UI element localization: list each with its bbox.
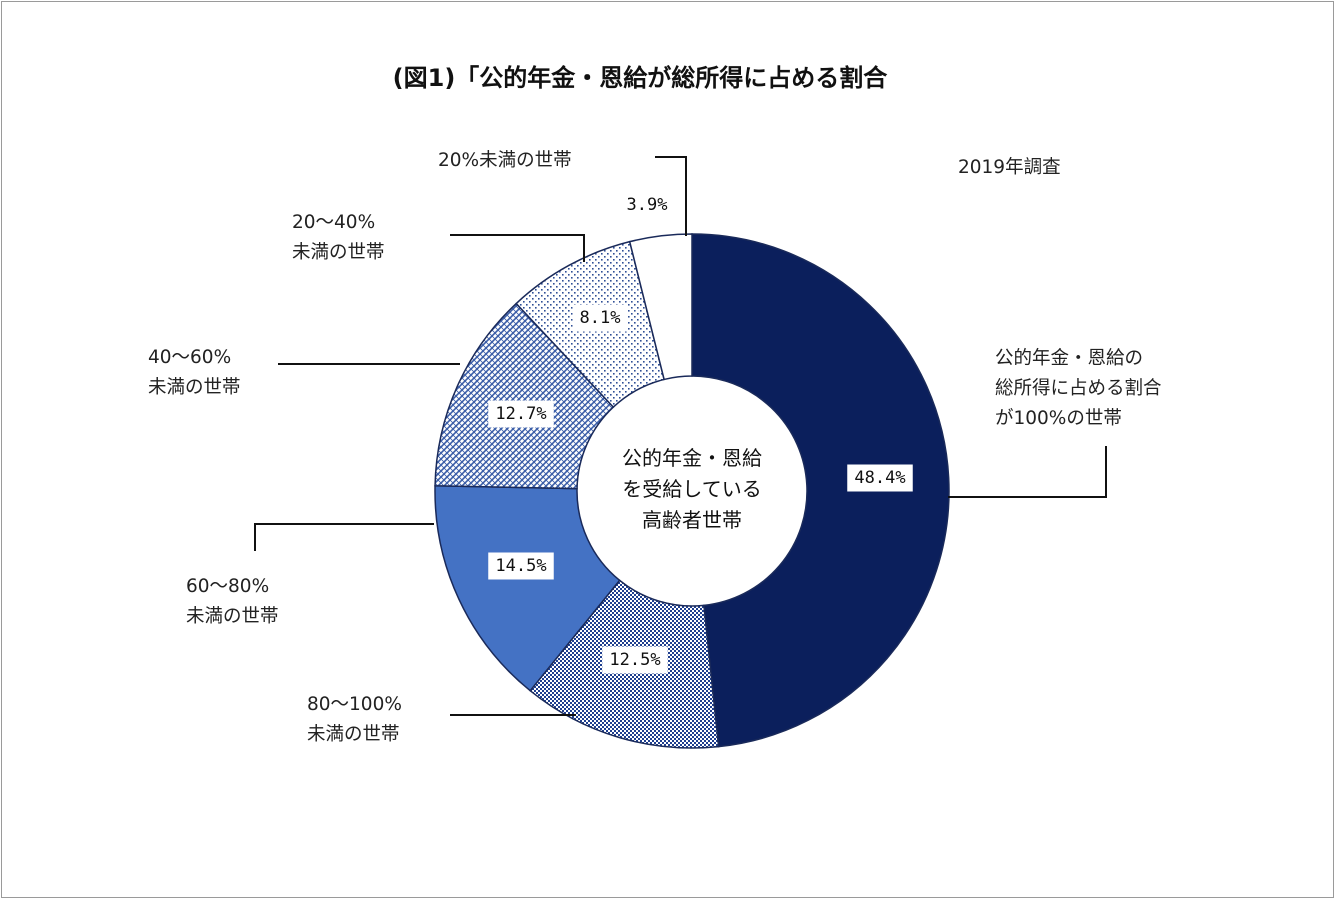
value-box	[572, 304, 628, 332]
value-box	[620, 192, 674, 218]
category-label-slice-under20: 20%未満の世帯	[438, 150, 572, 171]
center-label-line: を受給している	[622, 477, 761, 501]
value-label-slice-40-60: 12.7%	[488, 400, 554, 428]
value-text: 48.4%	[854, 468, 905, 488]
value-box	[602, 646, 668, 674]
value-box	[488, 552, 554, 580]
category-label-line: 未満の世帯	[307, 724, 400, 745]
value-label-slice-100: 48.4%	[847, 464, 913, 492]
value-label-slice-under20: 3.9%	[620, 192, 674, 218]
slice-40-60	[434, 302, 615, 490]
leader-line-60-80	[254, 523, 434, 551]
category-label-line: 20%未満の世帯	[438, 150, 572, 171]
value-box	[847, 464, 913, 492]
value-text: 8.1%	[580, 308, 621, 328]
slice-60-80	[434, 484, 621, 692]
category-label-line: 20～40%	[292, 212, 375, 233]
category-label-slice-20-40: 20～40% 未満の世帯	[292, 212, 385, 263]
category-label-line: 60～80%	[186, 576, 269, 597]
leader-line-under20	[655, 156, 687, 236]
leader-line-20-40	[450, 234, 585, 262]
value-text: 14.5%	[495, 556, 546, 576]
category-label-line: 総所得に占める割合	[995, 378, 1162, 399]
survey-year-note: 2019年調査	[958, 157, 1061, 178]
category-label-line: 未満の世帯	[148, 377, 241, 398]
value-box	[488, 400, 554, 428]
value-labels: 48.4% 12.5% 14.5% 12.7% 8.1% 3.9%	[488, 192, 913, 674]
category-label-slice-60-80: 60～80% 未満の世帯	[186, 576, 279, 627]
leader-lines	[254, 156, 1107, 716]
chart-title: (図1)「公的年金・恩給が総所得に占める割合	[393, 64, 889, 92]
value-label-slice-60-80: 14.5%	[488, 552, 554, 580]
category-label-slice-80-100: 80～100% 未満の世帯	[307, 694, 402, 745]
slice-100	[691, 233, 950, 748]
category-label-line: 40～60%	[148, 347, 231, 368]
category-label-line: 80～100%	[307, 694, 402, 715]
value-text: 12.5%	[609, 650, 660, 670]
center-label-line: 公的年金・恩給	[622, 446, 762, 470]
category-labels: 公的年金・恩給の総所得に占める割合が100%の世帯80～100%未満の世帯60～…	[148, 150, 1162, 745]
category-label-line: が100%の世帯	[995, 408, 1122, 429]
donut-slices	[434, 233, 950, 749]
category-label-line: 未満の世帯	[292, 242, 385, 263]
category-label-line: 公的年金・恩給の	[995, 348, 1143, 369]
center-label-line: 高齢者世帯	[642, 508, 742, 532]
value-text: 3.9%	[627, 195, 668, 215]
category-label-slice-40-60: 40～60% 未満の世帯	[148, 347, 241, 398]
category-label-line: 未満の世帯	[186, 606, 279, 627]
value-text: 12.7%	[495, 404, 546, 424]
slice-under20	[628, 233, 693, 381]
leader-line-100	[948, 446, 1107, 498]
value-label-slice-80-100: 12.5%	[602, 646, 668, 674]
value-label-slice-20-40: 8.1%	[572, 304, 628, 332]
